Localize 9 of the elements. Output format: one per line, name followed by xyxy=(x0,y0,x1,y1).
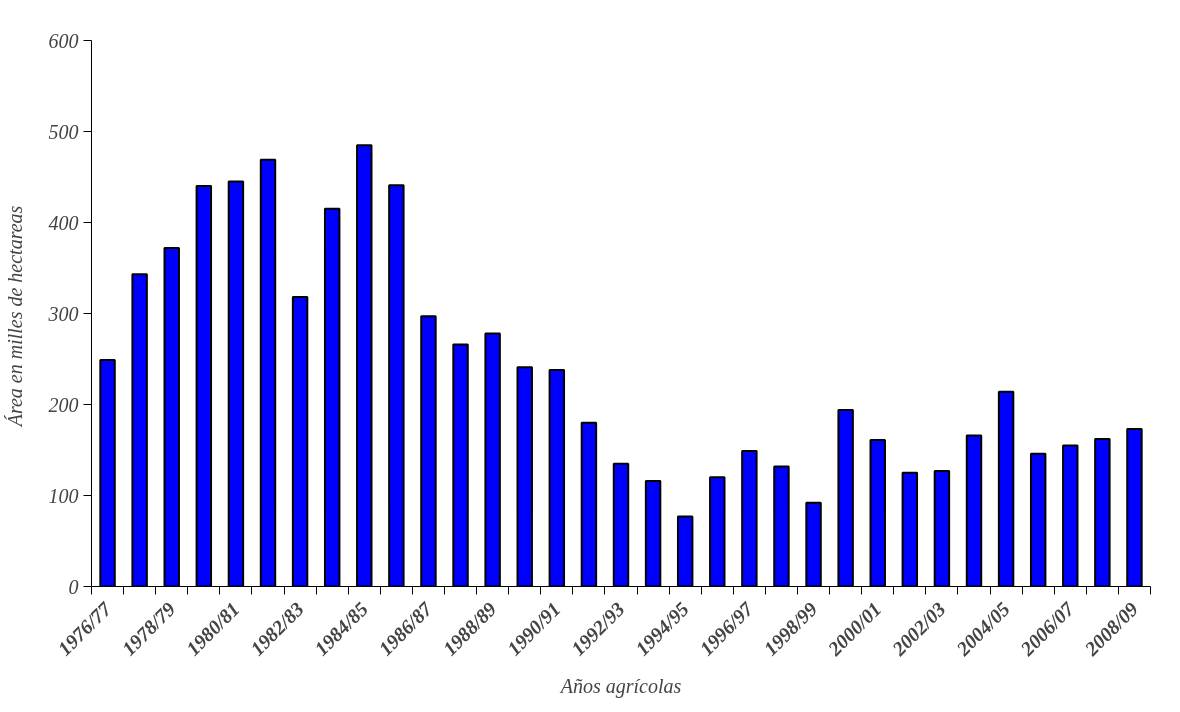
y-tick-label: 400 xyxy=(48,211,79,234)
y-tick-label: 600 xyxy=(48,29,79,52)
x-axis-title: Años agrícolas xyxy=(558,675,682,699)
y-tick-label: 500 xyxy=(48,120,79,143)
y-tick-label: 100 xyxy=(48,484,79,507)
y-axis-title: Área en milles de hectareas xyxy=(3,205,26,429)
y-tick-label: 200 xyxy=(48,393,79,416)
y-tick-label: 300 xyxy=(47,302,79,325)
y-tick-label: 0 xyxy=(68,575,79,598)
